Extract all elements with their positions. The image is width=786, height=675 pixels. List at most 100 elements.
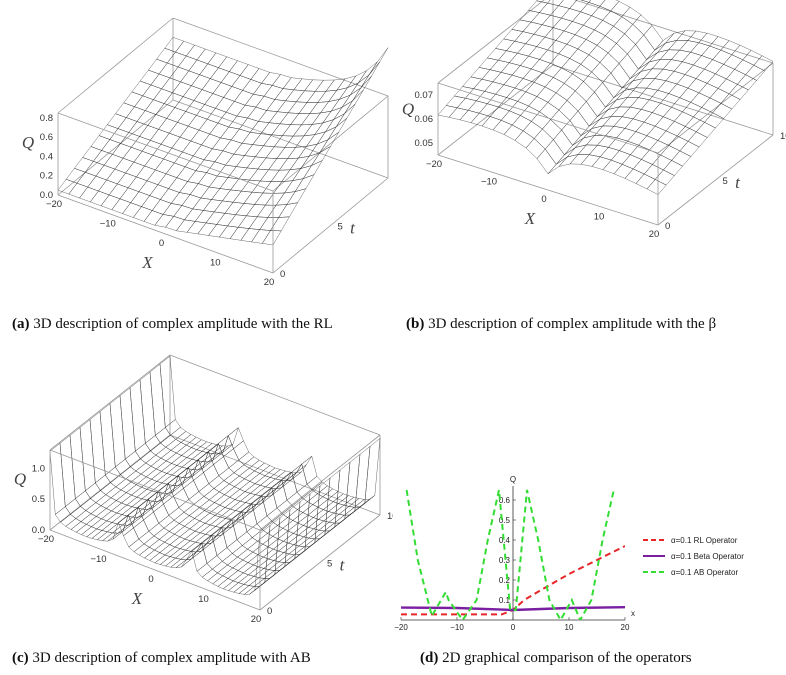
series-line [401,606,625,612]
surface-patch [268,158,288,171]
surface-patch [728,84,749,100]
surface-patch [596,35,617,54]
surface-patch [220,126,240,141]
surface-patch [574,81,595,102]
surface-patch [166,465,183,476]
surface-patch [249,168,269,182]
surface-patch [261,72,281,86]
surface-patch [259,169,280,182]
x-axis-label: X [141,253,153,272]
surface-patch [619,140,639,155]
surface-patch [654,116,675,132]
surface-patch [613,16,634,35]
surface-patch [163,495,180,516]
surface-patch [580,154,601,167]
surface-patch [219,508,236,519]
box-edge-back [57,99,174,196]
surface-patch [649,140,670,156]
surface-patch [202,442,219,469]
surface-patch [594,20,614,36]
z-tick-label: 0.05 [415,138,434,149]
surface-patch [646,179,667,195]
surface-patch [248,216,269,230]
surface-patch [142,490,159,517]
box-edge-back [573,0,774,64]
surface-patch [646,125,667,141]
surface-patch [712,103,733,119]
surface-patch [542,119,562,140]
line-chart-comparison: −20 −10 0 10 20 0.1 0.2 0.3 0.4 0.5 0.6 x Qα=0.1 RL … [394,475,744,632]
surface-patch [121,506,138,517]
x-axis-label: x [631,609,635,618]
box-edge-back [49,354,171,451]
surface-patch [91,518,108,530]
surface-patch [577,39,598,55]
surface-patch [632,159,653,175]
surface-patch [181,447,198,458]
box-edge-back [437,0,545,84]
z-tick-label: 0.4 [40,151,53,162]
box-edge-back [169,434,381,516]
surface-patch [742,50,763,66]
surface-patch [216,164,237,178]
surface-patch [171,455,188,466]
surface-patch [241,132,262,145]
z-tick-label: 0.2 [40,171,53,182]
surface-patch [86,528,103,539]
surface-patch [574,24,595,40]
surface-patch [261,230,282,246]
surface-patch [511,115,532,132]
surface-patch [159,556,176,567]
surface-patch [300,112,321,126]
surface-patch [136,489,153,500]
surface-patch [197,459,214,471]
surface-patch [254,145,275,159]
caption-b: (b) 3D description of complex amplitude … [406,316,716,333]
surface-patch [723,54,744,70]
surface-patch [252,83,273,97]
surface-patch [234,491,251,502]
x-tick-label: −20 [38,534,54,545]
caption-c-tag: (c) [12,650,29,666]
surface-patch [695,68,716,84]
surface-patch [244,483,261,494]
surface-patch [572,11,592,26]
x-tick-label: −20 [46,199,62,210]
surface-patch [194,523,211,534]
surface-patch [635,121,656,136]
surface-patch [616,33,636,55]
box-edge-back [657,62,774,154]
surface-patch [558,0,578,9]
surface-patch [91,530,108,541]
box-edge-back [272,95,389,192]
y-tick-label: 0.2 [499,576,511,585]
t-tick-label: 5 [327,559,332,570]
x-tick-label: 10 [210,258,221,269]
surface-patch [225,153,245,167]
t-axis-label: t [735,173,741,192]
surface-patch [167,483,184,494]
surface-patch [181,458,198,469]
surface-patch [563,73,584,92]
y-tick-label: 0.1 [499,596,511,605]
z-tick-label: 0.5 [32,494,45,505]
surface-patch [547,92,568,111]
box-edge-back [259,434,381,531]
surface-patch [668,83,689,98]
surface-patch [244,144,264,158]
surface-patch [199,524,216,535]
surface-group [49,354,381,611]
z-axis-label: Q [402,99,414,118]
surface-patch [133,519,150,540]
y-axis-label: Q [510,475,516,484]
x-tick-label: 10 [198,594,209,605]
surface-patch [138,547,155,559]
surface-patch [219,177,240,191]
surface-patch [671,97,692,113]
surface-patch [176,457,193,468]
box-edge-back [437,64,554,156]
surface-patch [230,178,251,192]
surface-patch [695,122,716,138]
